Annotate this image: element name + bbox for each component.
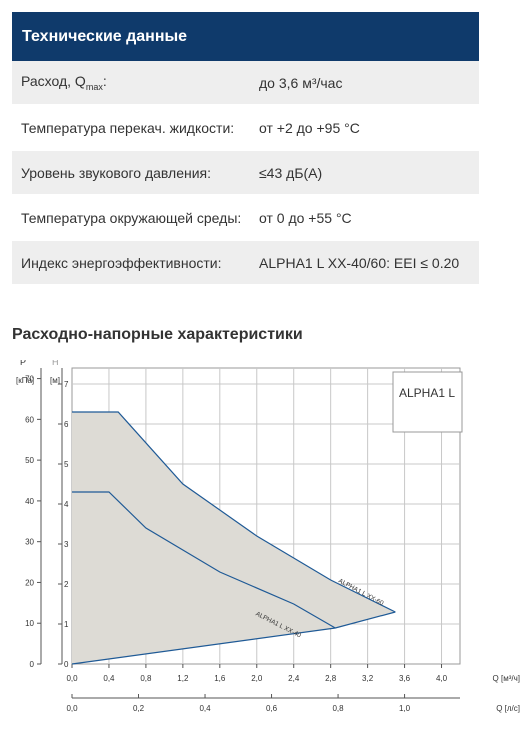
spec-label-main: Расход, Q [21,73,86,90]
h-axis-title: H [52,360,59,367]
p-tick-label: 10 [25,619,34,628]
h-tick-label: 3 [64,540,69,549]
p-tick-label: 50 [25,456,34,465]
spec-label: Температура окружающей среды: [21,209,242,226]
spec-row-liquid-temperature: Температура перекач. жидкости: от +2 до … [12,106,479,151]
x2-tick-label: 0,8 [332,704,344,713]
spec-label-colon: : [102,73,107,90]
spec-value: ≤43 дБ(А) [259,164,323,181]
h-axis-unit: [м] [50,376,60,385]
spec-row-energy-index: Индекс энергоэффективности: ALPHA1 L XX-… [12,241,479,286]
spec-row-sound-pressure: Уровень звукового давления: ≤43 дБ(А) [12,151,479,196]
p-tick-label: 30 [25,538,34,547]
x2-tick-label: 0,6 [266,704,278,713]
x-tick-label: 0,0 [66,674,78,683]
h-tick-label: 4 [64,500,69,509]
h-tick-label: 1 [64,620,69,629]
curve-xx-60 [72,411,396,613]
p-tick-label: 60 [25,415,34,424]
x2-tick-label: 0,4 [199,704,211,713]
legend-box-label: ALPHA1 L [399,386,455,400]
spec-value: ALPHA1 L XX-40/60: EEI ≤ 0.20 [259,254,460,271]
spec-value: до 3,6 м³/час [259,74,343,91]
p-axis-title: P [20,360,26,367]
x2-tick-label: 0,0 [66,704,78,713]
x-tick-label: 3,6 [399,674,411,683]
p-tick-label: 0 [30,660,35,669]
technical-data-title: Технические данные [12,12,479,61]
x-tick-label: 3,2 [362,674,374,683]
x-axis-title: Q [м³/ч] [493,674,520,683]
spec-label: Температура перекач. жидкости: [21,119,235,136]
x-tick-label: 2,0 [251,674,263,683]
operating-area [72,412,396,664]
pump-performance-chart: 0,0 0,4 0,8 1,2 1,6 2,0 2,4 2,8 3,2 3,6 4,0 0 1 2 3 4 5 6… [16,360,520,713]
x2-tick-label: 0,2 [133,704,145,713]
spec-label-subscript: max [85,81,103,92]
spec-label: Уровень звукового давления: [21,164,212,181]
x-tick-label: 4,0 [436,674,448,683]
spec-value: от 0 до +55 °C [259,209,352,226]
technical-data-table: Технические данные Расход, Qmax: до 3,6 … [12,12,479,286]
spec-row-flow: Расход, Qmax: до 3,6 м³/час [12,61,479,106]
p-tick-label: 70 [25,375,34,384]
x-tick-label: 2,8 [325,674,337,683]
h-tick-label: 7 [64,380,69,389]
x2-axis-title: Q [л/с] [496,704,520,713]
chart-section-title: Расходно-напорные характеристики [12,326,303,343]
legend-box [392,371,463,433]
x-tick-label: 0,4 [103,674,115,683]
p-tick-label: 40 [25,497,34,506]
h-tick-label: 2 [64,580,69,589]
p-axis-unit: [кПа] [16,376,34,385]
p-tick-label: 20 [25,578,34,587]
spec-label: Расход, Qmax: [12,73,259,92]
x-tick-label: 2,4 [288,674,300,683]
spec-row-ambient-temperature: Температура окружающей среды: от 0 до +5… [12,196,479,241]
spec-value: от +2 до +95 °C [259,119,360,136]
x-tick-label: 1,6 [214,674,226,683]
h-tick-label: 5 [64,460,69,469]
h-tick-label: 0 [64,660,69,669]
x-tick-label: 1,2 [177,674,189,683]
h-tick-label: 6 [64,420,69,429]
system-curve [71,611,396,665]
curve-xx-40 [72,491,336,629]
spec-label: Индекс энергоэффективности: [21,254,222,271]
x2-tick-label: 1,0 [399,704,411,713]
x-tick-label: 0,8 [140,674,152,683]
